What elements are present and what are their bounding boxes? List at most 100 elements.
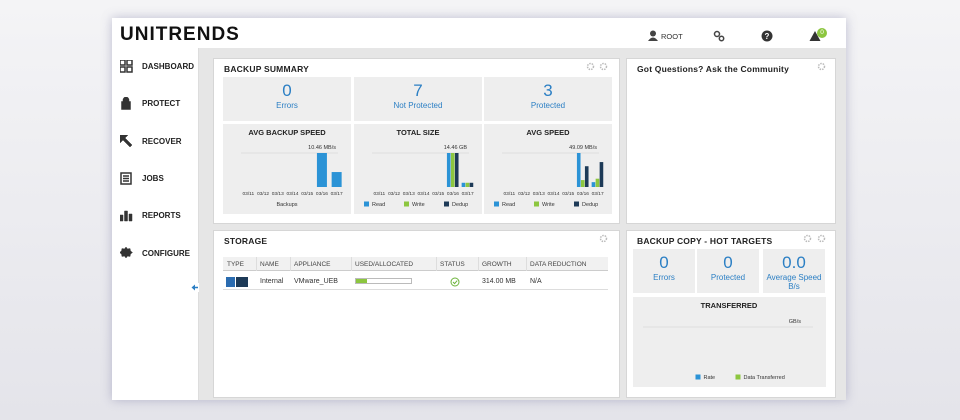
panel-action[interactable] xyxy=(817,234,826,243)
backup-copy-panel: BACKUP COPY - HOT TARGETS 0 Errors 0 Protec… xyxy=(626,230,836,398)
row-divider xyxy=(223,289,608,290)
panel-action[interactable] xyxy=(803,234,812,243)
column-divider xyxy=(256,257,257,271)
panel-action[interactable] xyxy=(599,62,608,71)
icon-shape xyxy=(120,210,133,222)
nav-item[interactable]: DASHBOARD xyxy=(112,57,198,77)
nav-icon[interactable] xyxy=(120,60,133,73)
help-icon[interactable]: ? xyxy=(761,30,773,42)
cell-growth: 314.00 MB xyxy=(482,278,516,285)
nav-item[interactable]: JOBS xyxy=(112,169,198,189)
stat-box: 0.0 Average Speed B/s xyxy=(763,249,825,293)
legend-swatch xyxy=(404,201,409,207)
legend-swatch xyxy=(574,201,579,207)
collapse-button[interactable] xyxy=(190,283,199,292)
nav-icon[interactable] xyxy=(120,172,133,185)
x-tick-label: 03/15 xyxy=(562,191,574,197)
x-tick-label: 03/15 xyxy=(432,191,444,197)
column-header: DATA REDUCTION xyxy=(530,261,587,268)
mini-chart: TRANSFERRED GB/s Rate Data Transferred xyxy=(643,301,813,381)
user-icon[interactable] xyxy=(647,30,659,42)
cell-data-reduction: N/A xyxy=(530,278,542,285)
table-header-bg xyxy=(223,257,608,271)
x-tick-label: 03/12 xyxy=(257,191,269,197)
x-tick-label: 03/17 xyxy=(331,191,343,197)
icon-shape xyxy=(803,234,812,243)
panel-title: BACKUP COPY - HOT TARGETS xyxy=(637,236,773,246)
panel-title: Got Questions? Ask the Community xyxy=(637,64,790,74)
stat-value: 0 xyxy=(659,253,669,272)
column-divider xyxy=(436,257,437,271)
nav-item[interactable]: PROTECT xyxy=(112,94,198,114)
icon-shape xyxy=(120,60,133,73)
nav-label[interactable]: DASHBOARD xyxy=(142,62,194,71)
nav-item[interactable]: REPORTS xyxy=(112,206,198,226)
stat-box: 0 Errors xyxy=(223,77,351,121)
nav-icon[interactable] xyxy=(120,246,133,260)
storage-table: TYPE NAME APPLIANCE USED/ALLOCATED STATUS GRO… xyxy=(223,257,608,297)
alert-icon[interactable] xyxy=(809,30,821,42)
status-icon xyxy=(450,277,460,287)
nav-label[interactable]: PROTECT xyxy=(142,99,181,109)
nav-icon[interactable] xyxy=(120,97,133,111)
legend-label: Read xyxy=(502,202,515,208)
bar xyxy=(446,153,451,187)
nav-label[interactable]: REPORTS xyxy=(142,211,181,221)
stat-label: Protected xyxy=(710,273,746,282)
chart-box: TRANSFERRED GB/s Rate Data Transferred xyxy=(633,297,826,387)
nav-item[interactable]: RECOVER xyxy=(112,132,198,152)
x-tick-label: 03/14 xyxy=(286,191,298,197)
icon-shape xyxy=(586,62,595,71)
nav-label[interactable]: JOBS xyxy=(142,173,164,183)
panel-title: STORAGE xyxy=(224,236,268,246)
panel-action[interactable] xyxy=(586,62,595,71)
stat-label: Average Speed B/s xyxy=(766,273,822,291)
usage-bar xyxy=(355,278,412,284)
stat-label: Errors xyxy=(653,273,675,282)
nav-label[interactable]: RECOVER xyxy=(142,136,182,146)
alert-badge[interactable]: 0 xyxy=(817,28,827,38)
icon-shape xyxy=(226,277,235,287)
icon-shape xyxy=(120,172,132,185)
nav-label[interactable]: CONFIGURE xyxy=(142,248,190,258)
dashboard-content: BACKUP SUMMARY 0 Errors 7 Not Protected 3 Pro… xyxy=(199,48,846,400)
bar xyxy=(595,178,600,187)
icon-shape xyxy=(599,234,608,243)
bar xyxy=(599,162,604,187)
bar xyxy=(454,153,459,187)
bar xyxy=(580,180,585,187)
stat-value: 0 xyxy=(282,81,292,100)
nav-item[interactable]: CONFIGURE xyxy=(112,244,198,264)
community-panel: Got Questions? Ask the Community xyxy=(626,58,836,224)
icon-shape xyxy=(817,234,826,243)
legend-swatch xyxy=(534,201,539,207)
panel-action[interactable] xyxy=(599,234,608,243)
bar xyxy=(461,182,466,187)
legend-label: Dedup xyxy=(452,202,468,208)
icon-shape xyxy=(450,277,460,287)
user-name[interactable]: ROOT xyxy=(661,32,683,41)
icon-shape xyxy=(452,280,458,285)
bar xyxy=(591,182,596,187)
bar xyxy=(469,182,474,187)
nav-icon[interactable] xyxy=(120,134,133,148)
stat-box: 0 Protected xyxy=(697,249,759,293)
chart-title: TRANSFERRED xyxy=(701,301,758,310)
column-header: NAME xyxy=(260,261,279,268)
panel-action[interactable] xyxy=(817,62,826,71)
column-divider xyxy=(290,257,291,271)
x-tick-label: 03/11 xyxy=(243,191,255,197)
icon-shape xyxy=(120,246,133,258)
svg-text:?: ? xyxy=(765,32,770,41)
x-tick-label: 03/14 xyxy=(417,191,429,197)
stat-box: 3 Protected xyxy=(484,77,612,121)
settings-icon[interactable] xyxy=(713,30,725,42)
icon-shape xyxy=(817,62,826,71)
column-header: USED/ALLOCATED xyxy=(355,261,414,268)
chart-box: AVG BACKUP SPEED 10.46 MB/s 03/11 03/12 03/1… xyxy=(223,124,351,214)
nav-icon[interactable] xyxy=(120,209,133,222)
storage-panel: STORAGE TYPE NAME APPLIANCE USED/ALLOCATED S… xyxy=(213,230,620,398)
legend-label: Rate xyxy=(704,375,716,381)
x-tick-label: 03/16 xyxy=(447,191,459,197)
